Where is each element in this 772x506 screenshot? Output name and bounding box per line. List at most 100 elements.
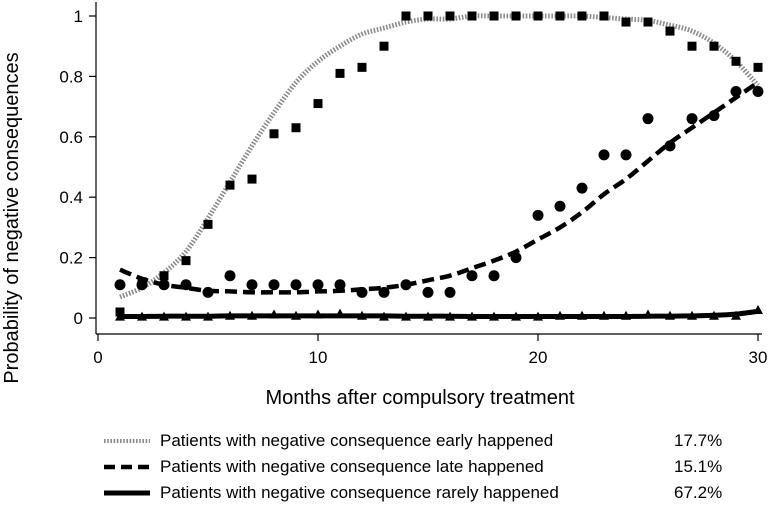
point-early <box>621 17 631 27</box>
plot-area <box>114 11 764 321</box>
point-late <box>598 149 610 161</box>
dotted-line-swatch <box>104 439 150 443</box>
point-early <box>467 11 477 21</box>
point-early <box>687 41 697 51</box>
chart: 0 10 20 30 0 0.2 0.4 0.6 0.8 1 Months after compu… <box>1 2 767 409</box>
point-early <box>203 219 213 229</box>
point-late <box>180 279 192 291</box>
point-late <box>312 279 324 291</box>
fitted-line-rarely <box>120 308 759 319</box>
point-late <box>158 279 170 291</box>
point-late <box>268 279 280 291</box>
y-tick-label: 0.8 <box>59 67 83 86</box>
point-early <box>511 11 521 21</box>
point-late <box>466 270 478 282</box>
point-late <box>356 286 368 298</box>
point-late <box>334 279 346 291</box>
point-rarely <box>643 309 653 319</box>
point-early <box>665 26 675 36</box>
point-rarely <box>599 310 609 320</box>
point-rarely <box>445 311 455 321</box>
point-rarely <box>313 309 323 319</box>
y-axis-label: Probability of negative consequences <box>1 52 23 383</box>
point-late <box>730 86 742 97</box>
legend: Patients with negative consequence early… <box>104 428 744 506</box>
point-early <box>247 174 257 184</box>
point-late <box>114 279 126 291</box>
point-early <box>269 129 279 139</box>
point-early <box>599 11 609 21</box>
point-early <box>643 17 653 27</box>
point-early <box>423 11 433 21</box>
point-rarely <box>731 310 741 320</box>
point-early <box>555 11 565 21</box>
point-rarely <box>247 310 257 320</box>
point-late <box>620 149 632 161</box>
point-early <box>181 256 191 266</box>
point-late <box>400 279 412 291</box>
legend-label-late: Patients with negative consequence late … <box>160 457 544 476</box>
point-early <box>225 180 235 190</box>
point-late <box>752 86 764 97</box>
point-late <box>290 279 302 291</box>
point-rarely <box>357 310 367 320</box>
point-late <box>686 113 698 125</box>
point-late <box>378 286 390 298</box>
point-rarely <box>203 311 213 321</box>
legend-percent-rarely: 67.2% <box>674 483 723 502</box>
point-rarely <box>621 310 631 320</box>
point-late <box>642 113 654 125</box>
point-rarely <box>269 309 279 319</box>
legend-item-late: Patients with negative consequence late … <box>104 454 744 480</box>
dashed-line-swatch <box>104 464 150 470</box>
y-tick-label: 0 <box>74 309 83 328</box>
point-rarely <box>555 310 565 320</box>
point-late <box>554 200 566 212</box>
point-early <box>533 11 543 21</box>
x-tick-label: 0 <box>93 348 102 367</box>
point-early <box>709 41 719 51</box>
legend-percent-early: 17.7% <box>674 431 723 450</box>
point-rarely <box>533 311 543 321</box>
fitted-line-late <box>119 80 760 295</box>
point-early <box>335 68 345 78</box>
point-early <box>731 56 741 66</box>
point-late <box>444 286 456 298</box>
point-rarely <box>511 311 521 321</box>
point-rarely <box>137 311 147 321</box>
fitted-line-early <box>119 13 760 300</box>
point-late <box>488 270 500 282</box>
point-rarely <box>489 311 499 321</box>
point-early <box>577 11 587 21</box>
legend-label-early: Patients with negative consequence early… <box>160 431 554 450</box>
point-rarely <box>467 311 477 321</box>
point-rarely <box>577 310 587 320</box>
point-rarely <box>401 311 411 321</box>
legend-item-rarely: Patients with negative consequence rarel… <box>104 480 744 506</box>
axes: 0 10 20 30 0 0.2 0.4 0.6 0.8 1 <box>59 2 767 367</box>
point-early <box>313 99 323 109</box>
point-rarely <box>709 310 719 320</box>
point-early <box>159 271 169 281</box>
point-early <box>445 11 455 21</box>
point-early <box>489 11 499 21</box>
solid-line-swatch <box>104 490 150 496</box>
point-early <box>401 11 411 21</box>
x-axis-label: Months after compulsory treatment <box>265 387 574 409</box>
point-rarely <box>181 311 191 321</box>
point-rarely <box>687 310 697 320</box>
x-tick-label: 10 <box>309 348 328 367</box>
y-tick-label: 0.2 <box>59 249 83 268</box>
y-tick-label: 0.4 <box>59 188 83 207</box>
point-late <box>246 279 258 291</box>
point-rarely <box>423 311 433 321</box>
point-late <box>422 286 434 298</box>
point-late <box>136 279 148 291</box>
point-rarely <box>291 310 301 320</box>
point-early <box>357 62 367 72</box>
x-tick-label: 20 <box>529 348 548 367</box>
legend-percent-late: 15.1% <box>674 457 723 476</box>
point-late <box>576 182 588 194</box>
point-rarely <box>379 311 389 321</box>
point-rarely <box>335 308 345 318</box>
